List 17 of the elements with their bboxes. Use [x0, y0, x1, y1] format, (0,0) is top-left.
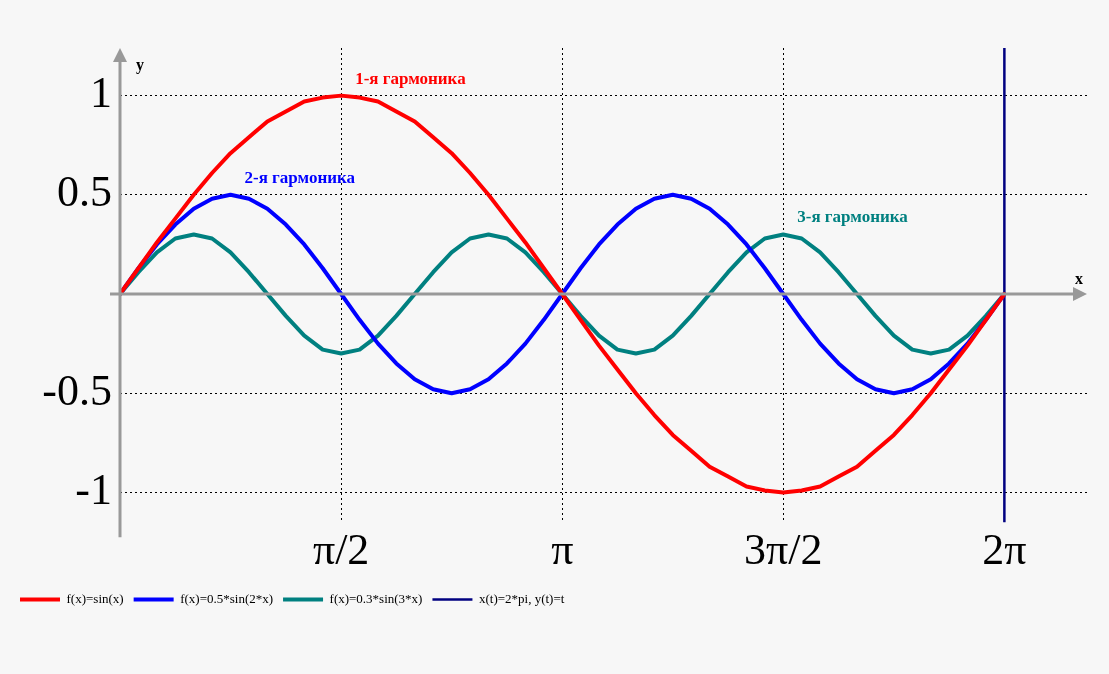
y-tick-label: -0.5 [42, 365, 112, 415]
x-axis-title: x [1075, 270, 1083, 288]
annotation: 2-я гармоника [244, 167, 356, 187]
x-tick-label: 2π [982, 525, 1027, 575]
annotation: 1-я гармоника [355, 68, 467, 88]
legend-label: f(x)=sin(x) [66, 590, 124, 606]
x-tick-label: 3π/2 [744, 525, 823, 575]
x-tick-label: π/2 [312, 525, 370, 575]
x-tick-label: π [551, 525, 574, 575]
legend-label: x(t)=2*pi, y(t)=t [478, 590, 565, 606]
y-tick-label: 1 [90, 68, 112, 118]
y-axis-title: y [136, 56, 144, 75]
y-tick-label: 0.5 [57, 167, 112, 217]
legend-label: f(x)=0.3*sin(3*x) [329, 590, 423, 606]
y-tick-label: -1 [75, 465, 112, 514]
legend-label: f(x)=0.5*sin(2*x) [180, 590, 274, 606]
annotation: 3-я гармоника [797, 207, 909, 227]
